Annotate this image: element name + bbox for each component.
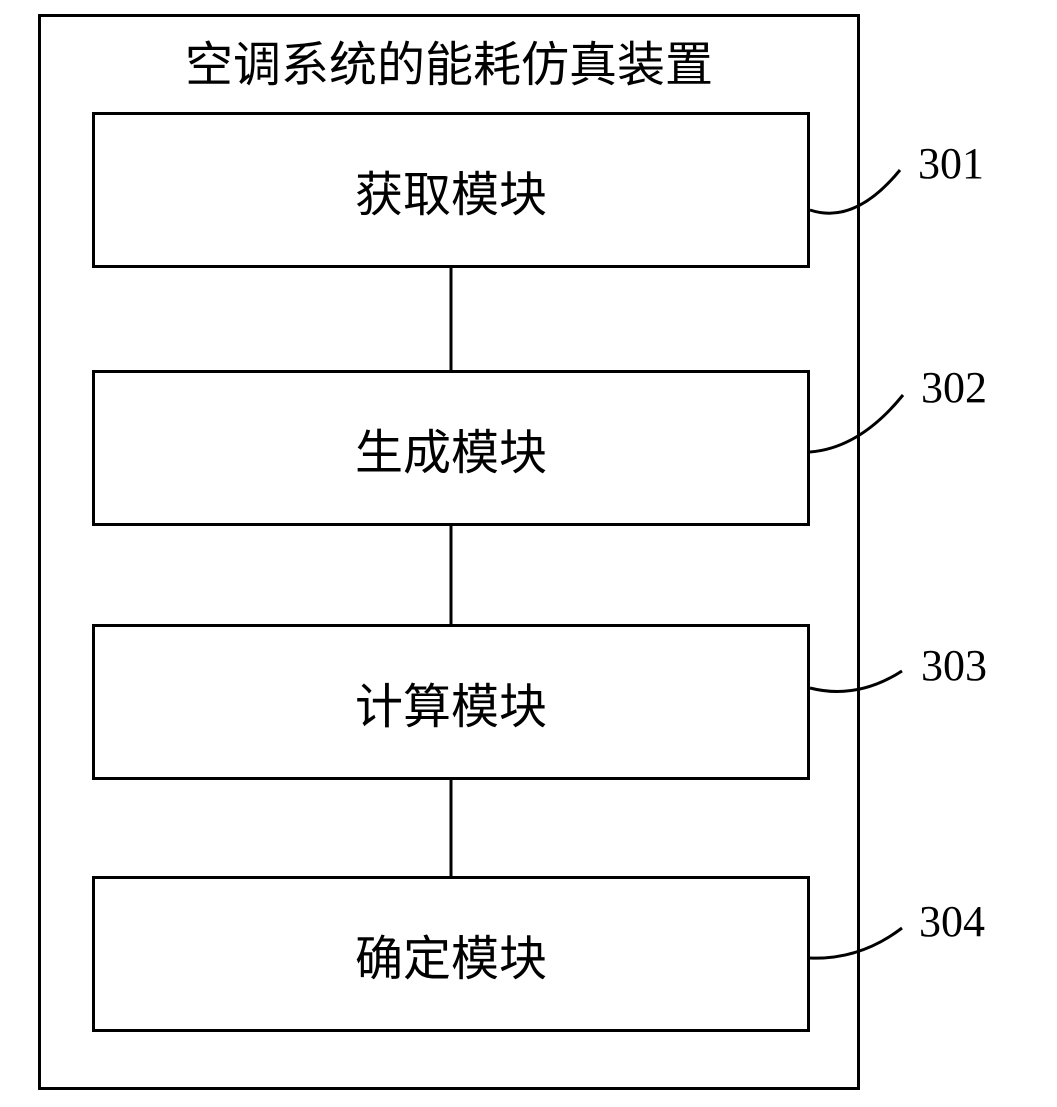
module-compute: 计算模块 xyxy=(92,624,810,780)
callout-acquire: 301 xyxy=(918,138,984,189)
module-generate: 生成模块 xyxy=(92,370,810,526)
callout-generate: 302 xyxy=(921,362,987,413)
callout-compute: 303 xyxy=(921,640,987,691)
module-label-compute: 计算模块 xyxy=(355,667,547,737)
module-label-generate: 生成模块 xyxy=(355,413,547,483)
diagram-canvas: 空调系统的能耗仿真装置 获取模块 301 生成模块 302 计算模块 303 确定模块 304 xyxy=(0,0,1057,1107)
container-title: 空调系统的能耗仿真装置 xyxy=(41,25,857,95)
callout-determine: 304 xyxy=(919,896,985,947)
module-acquire: 获取模块 xyxy=(92,112,810,268)
module-label-determine: 确定模块 xyxy=(355,919,547,989)
module-label-acquire: 获取模块 xyxy=(355,155,547,225)
module-determine: 确定模块 xyxy=(92,876,810,1032)
